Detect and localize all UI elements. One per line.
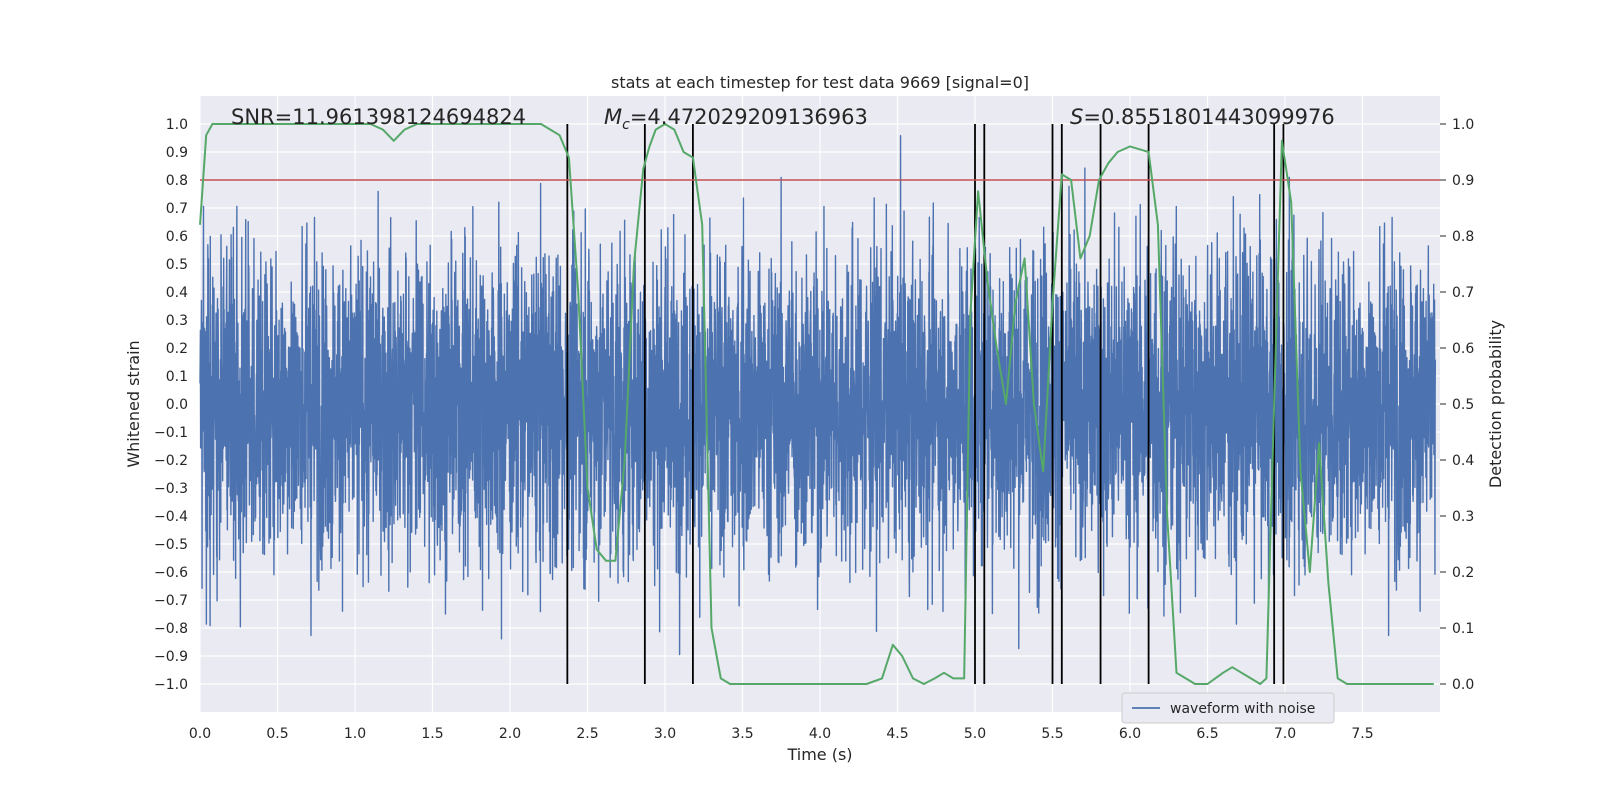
y2-tick-label: 0.7 [1452, 285, 1474, 301]
y-tick-label: 0.1 [166, 369, 188, 385]
y2-tick-label: 0.6 [1452, 341, 1474, 357]
y2-tick-label: 0.3 [1452, 509, 1474, 525]
y-tick-label: −0.3 [154, 481, 188, 497]
x-tick-labels: 0.0 0.5 1.0 1.5 2.0 2.5 3.0 3.5 4.0 4.5 5.0 5.5 6.0 6… [189, 726, 1374, 742]
x-axis-label: Time (s) [786, 745, 852, 764]
legend-label: waveform with noise [1170, 701, 1315, 717]
probability-line [199, 123, 1434, 685]
x-tick-label: 7.5 [1351, 726, 1373, 742]
y-tick-label: 0.6 [166, 229, 188, 245]
y-tick-label: 0.4 [166, 285, 188, 301]
y-tick-labels: −1.0 −0.9 −0.8 −0.7 −0.6 −0.5 −0.4 −0.3 −0.2 −0.1… [154, 117, 188, 693]
y2-tick-label: 0.4 [1452, 453, 1474, 469]
y-tick-label: 0.8 [166, 173, 188, 189]
x-tick-label: 6.5 [1196, 726, 1218, 742]
y-tick-label: 1.0 [166, 117, 188, 133]
y-tick-label: −0.8 [154, 621, 188, 637]
chirp-mass-annotation: Mc=4.47202920913696​3 [604, 105, 868, 133]
waveform-series [199, 135, 1437, 656]
y2-tick-label: 0.2 [1452, 565, 1474, 581]
legend-box [1121, 692, 1335, 724]
mc-subscript: c [622, 117, 630, 133]
snr-annotation: SNR=11.961398124694824 [231, 105, 526, 129]
chart-title: stats at each timestep for test data 966… [611, 73, 1029, 92]
y-tick-label: 0.3 [166, 313, 188, 329]
y2-tick-label: 0.5 [1452, 397, 1474, 413]
x-tick-label: 5.0 [964, 726, 986, 742]
y2-tick-label: 0.8 [1452, 229, 1474, 245]
y2-tick-label: 0.9 [1452, 173, 1474, 189]
y-tick-label: −0.7 [154, 593, 188, 609]
y-tick-label: −0.6 [154, 565, 188, 581]
x-tick-label: 6.0 [1119, 726, 1141, 742]
probability-series [199, 123, 1434, 685]
x-tick-label: 7.0 [1274, 726, 1296, 742]
y-tick-label: 0.5 [166, 257, 188, 273]
y-tick-label: −0.1 [154, 425, 188, 441]
y2-axis-label: Detection probability [1486, 320, 1505, 488]
y2-tick-labels: 0.0 0.1 0.2 0.3 0.4 0.5 0.6 0.7 0.8 0.9 1.0 [1440, 117, 1474, 693]
x-tick-label: 5.5 [1041, 726, 1063, 742]
y-tick-label: 0.0 [166, 397, 188, 413]
y2-tick-label: 1.0 [1452, 117, 1474, 133]
x-tick-label: 1.5 [421, 726, 443, 742]
waveform-line [199, 135, 1437, 656]
x-tick-label: 2.5 [576, 726, 598, 742]
y2-tick-label: 0.1 [1452, 621, 1474, 637]
y-tick-label: −0.9 [154, 649, 188, 665]
y-tick-label: 0.2 [166, 341, 188, 357]
y-tick-label: −0.4 [154, 509, 188, 525]
x-tick-label: 2.0 [499, 726, 521, 742]
legend: waveform with noise [1121, 692, 1335, 724]
mc-value: =4.47202920913696​3 [630, 105, 868, 129]
y-tick-label: −0.5 [154, 537, 188, 553]
y2-tick-label: 0.0 [1452, 677, 1474, 693]
y-tick-label: 0.9 [166, 145, 188, 161]
mc-symbol: M [604, 105, 622, 129]
x-tick-label: 0.5 [266, 726, 288, 742]
x-tick-label: 3.0 [654, 726, 676, 742]
x-tick-label: 3.5 [731, 726, 753, 742]
y-tick-label: −0.2 [154, 453, 188, 469]
s-symbol: S [1070, 105, 1083, 129]
x-tick-label: 4.0 [809, 726, 831, 742]
s-value: =0.8551801443099976 [1083, 105, 1334, 129]
y-tick-label: −1.0 [154, 677, 188, 693]
x-tick-label: 0.0 [189, 726, 211, 742]
y-tick-label: 0.7 [166, 201, 188, 217]
y-axis-label: Whitened strain [124, 340, 143, 467]
s-annotation: S=0.8551801443099976 [1070, 105, 1335, 129]
x-tick-label: 4.5 [886, 726, 908, 742]
x-tick-label: 1.0 [344, 726, 366, 742]
